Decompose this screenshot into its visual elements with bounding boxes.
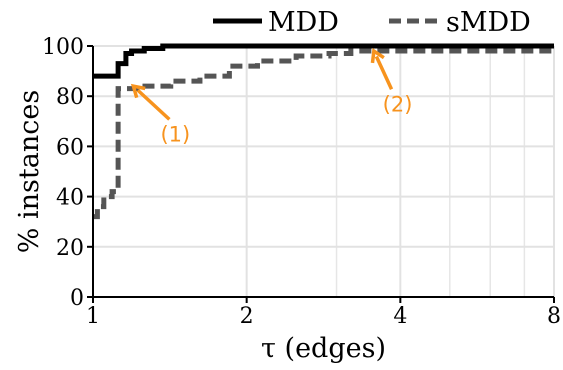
x-axis-title: τ (edges)	[261, 333, 386, 364]
y-tick-label: 0	[70, 286, 84, 311]
y-axis-title: % instances	[14, 90, 45, 253]
series-layer	[93, 43, 554, 220]
annotation-arrowhead	[130, 83, 146, 99]
legend: MDD sMDD	[213, 7, 531, 38]
y-tick-label: 40	[56, 186, 84, 211]
axes: 0 20 40 60 80 100 1 2 4 8	[42, 35, 561, 329]
x-tick-label: 1	[86, 304, 100, 329]
annotation-arrowhead	[370, 47, 385, 64]
x-tick-label: 8	[547, 304, 561, 329]
series-line-mdd	[93, 43, 554, 79]
x-tick-label: 4	[393, 304, 407, 329]
legend-label-mdd: MDD	[268, 7, 339, 38]
series-line-smdd	[93, 48, 554, 220]
legend-label-smdd: sMDD	[446, 7, 531, 38]
x-tick-label: 2	[240, 304, 254, 329]
y-tick-label: 20	[56, 236, 84, 261]
annotation-label: (1)	[160, 122, 190, 146]
annotation-label: (2)	[383, 92, 413, 116]
y-tick-label: 60	[56, 135, 84, 160]
annotation-arrow	[374, 55, 394, 90]
annotations: (1) (2)	[130, 47, 413, 146]
y-tick-label: 80	[56, 85, 84, 110]
y-tick-label: 100	[42, 35, 84, 60]
annotation-arrow	[136, 88, 171, 121]
grid	[92, 45, 555, 298]
